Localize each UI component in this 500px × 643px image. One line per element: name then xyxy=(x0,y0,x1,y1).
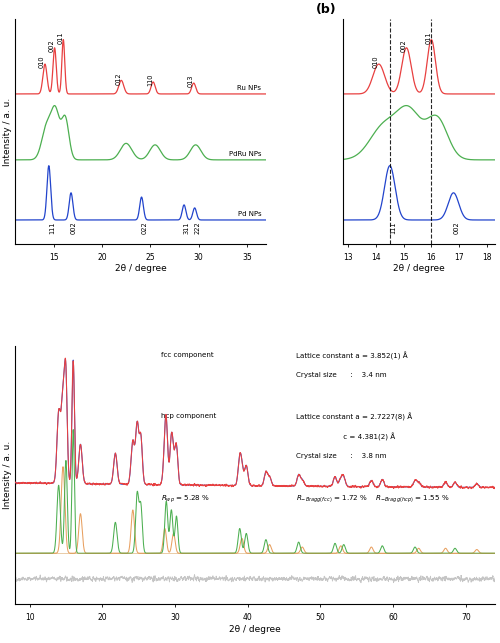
Text: Lattice constant a = 3.852(1) Å: Lattice constant a = 3.852(1) Å xyxy=(296,352,408,361)
Text: Pd NPs: Pd NPs xyxy=(238,211,262,217)
Text: 010: 010 xyxy=(39,56,45,68)
Text: 011: 011 xyxy=(426,32,432,44)
Text: 002: 002 xyxy=(48,39,54,52)
Text: $R_{-Bragg(fcc)}$ = 1.72 %    $R_{-Bragg(hcp)}$ = 1.55 %: $R_{-Bragg(fcc)}$ = 1.72 % $R_{-Bragg(hc… xyxy=(296,493,449,504)
Text: 311: 311 xyxy=(184,222,190,234)
Text: Ru NPs: Ru NPs xyxy=(238,85,262,91)
Text: fcc component: fcc component xyxy=(162,352,214,358)
Text: 110: 110 xyxy=(147,74,153,86)
Text: hcp component: hcp component xyxy=(162,413,216,419)
Text: 002: 002 xyxy=(454,221,460,234)
Text: 022: 022 xyxy=(142,221,148,234)
Text: 010: 010 xyxy=(373,56,379,68)
Text: Lattice constant a = 2.7227(8) Å: Lattice constant a = 2.7227(8) Å xyxy=(296,413,412,421)
X-axis label: 2θ / degree: 2θ / degree xyxy=(114,264,166,273)
Text: Crystal size      :    3.8 nm: Crystal size : 3.8 nm xyxy=(296,453,386,459)
Text: c = 4.381(2) Å: c = 4.381(2) Å xyxy=(296,433,395,441)
Text: 222: 222 xyxy=(194,221,200,234)
Text: 012: 012 xyxy=(116,72,121,85)
Text: Crystal size      :    3.4 nm: Crystal size : 3.4 nm xyxy=(296,372,386,378)
Text: (b): (b) xyxy=(316,3,336,15)
Text: $R_{wp}$ = 5.28 %: $R_{wp}$ = 5.28 % xyxy=(162,493,210,505)
X-axis label: 2θ / degree: 2θ / degree xyxy=(229,624,281,633)
Text: 002: 002 xyxy=(400,39,406,52)
X-axis label: 2θ / degree: 2θ / degree xyxy=(393,264,445,273)
Text: 013: 013 xyxy=(188,75,194,87)
Text: 111: 111 xyxy=(390,222,396,234)
Text: 011: 011 xyxy=(58,32,64,44)
Y-axis label: Intensity / a. u.: Intensity / a. u. xyxy=(3,441,12,509)
Text: PdRu NPs: PdRu NPs xyxy=(229,150,262,157)
Text: 002: 002 xyxy=(71,221,77,234)
Y-axis label: Intensity / a. u.: Intensity / a. u. xyxy=(3,98,12,166)
Text: 111: 111 xyxy=(49,222,55,234)
